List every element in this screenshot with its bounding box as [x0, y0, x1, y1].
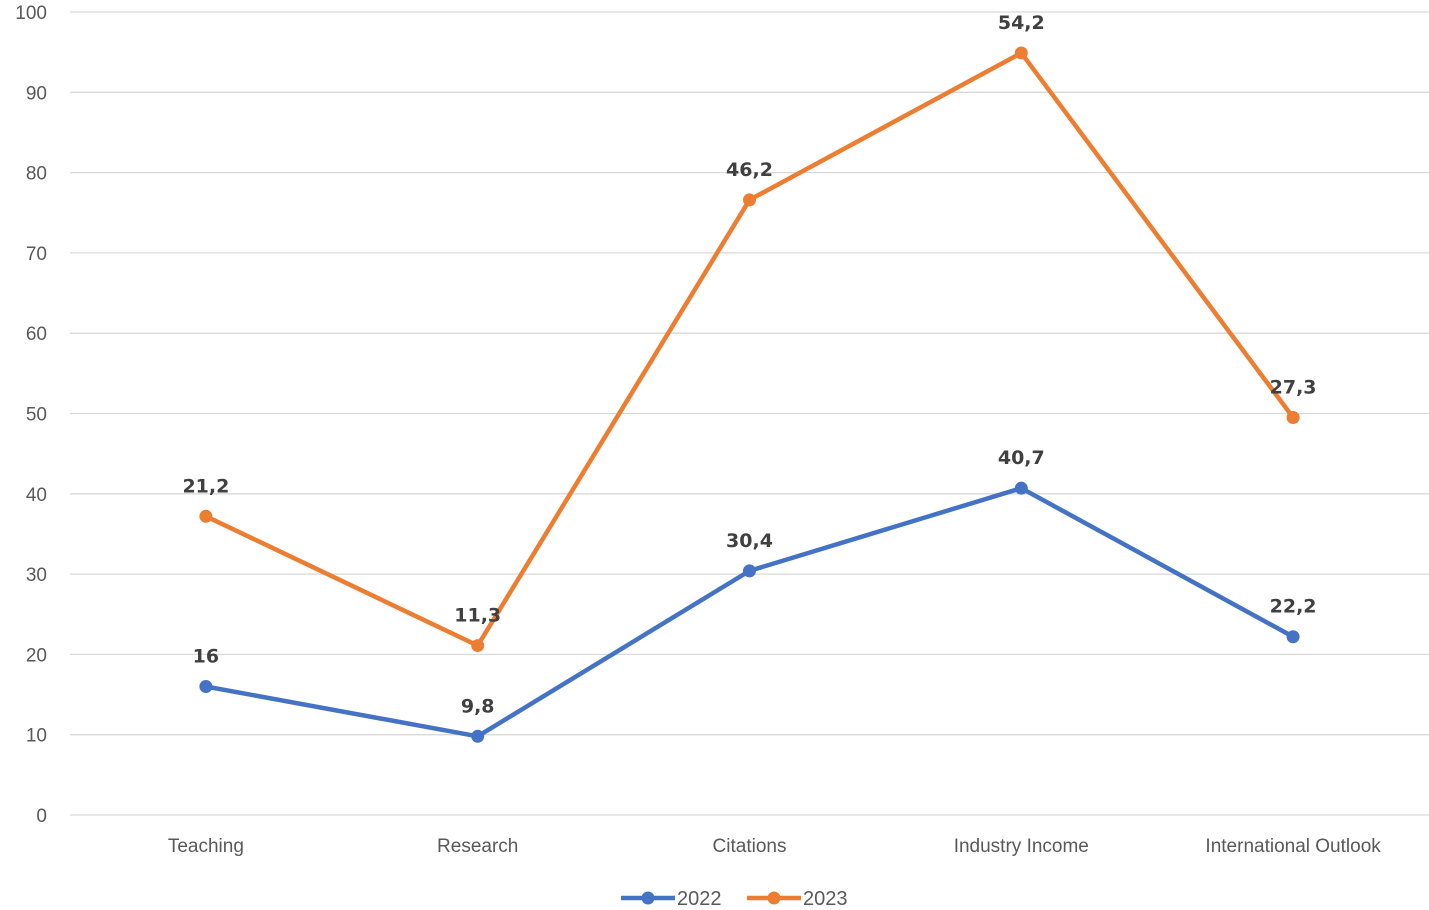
series-line-2023	[203, 50, 1296, 648]
data-label-2022: 30,4	[726, 530, 773, 552]
gridlines	[70, 11, 1429, 816]
series-lines	[199, 46, 1300, 743]
data-point-2022	[471, 729, 485, 743]
x-category-label: Teaching	[168, 836, 244, 857]
data-label-2022: 9,8	[461, 695, 495, 717]
legend-marker-2022	[641, 891, 655, 905]
data-point-2022	[743, 564, 756, 578]
data-point-2022	[1286, 630, 1300, 644]
data-label-2022: 16	[193, 646, 219, 668]
data-label-2023: 27,3	[1270, 377, 1317, 399]
data-label-2023: 11,3	[454, 605, 501, 627]
y-tick-label: 70	[26, 244, 47, 265]
x-category-label: Research	[437, 836, 518, 857]
data-label-2022: 22,2	[1270, 596, 1317, 618]
data-point-2023	[471, 639, 485, 653]
y-axis-tick-labels: 0 10 20 30 40 50 60 70 80 90 100	[15, 3, 47, 827]
y-tick-label: 80	[26, 164, 47, 185]
legend-label-2023: 2023	[803, 888, 848, 910]
data-label-2023: 21,2	[182, 475, 229, 497]
y-tick-label: 10	[26, 726, 47, 747]
data-point-2023	[743, 193, 756, 207]
data-label-2023: 46,2	[726, 159, 773, 181]
y-tick-label: 60	[26, 324, 47, 345]
y-tick-label: 20	[26, 645, 47, 666]
data-point-2023	[1286, 411, 1300, 425]
y-tick-label: 90	[26, 83, 47, 104]
y-tick-label: 50	[26, 405, 47, 426]
x-axis-category-labels: Teaching Research Citations Industry Income…	[168, 836, 1381, 857]
legend-marker-2023	[767, 891, 781, 905]
y-tick-label: 100	[15, 3, 47, 24]
y-tick-label: 40	[26, 485, 47, 506]
x-category-label: International Outlook	[1205, 836, 1381, 857]
legend-label-2022: 2022	[677, 888, 722, 910]
x-category-label: Industry Income	[954, 836, 1089, 857]
data-point-2022	[199, 680, 213, 694]
x-category-label: Citations	[713, 836, 787, 857]
legend: 2022 2023	[621, 888, 848, 910]
y-tick-label: 30	[26, 565, 47, 586]
series-line-2022	[203, 485, 1296, 739]
data-label-2022: 40,7	[998, 447, 1045, 469]
y-tick-label: 0	[36, 806, 47, 827]
data-label-2023: 54,2	[998, 12, 1045, 34]
data-point-2023	[199, 509, 213, 523]
data-point-2022	[1014, 481, 1028, 495]
data-point-2023	[1014, 46, 1028, 60]
data-labels: 16 9,8 30,4 40,7 22,2 21,2 11,3 46,2 54,2 27,3	[182, 12, 1316, 717]
